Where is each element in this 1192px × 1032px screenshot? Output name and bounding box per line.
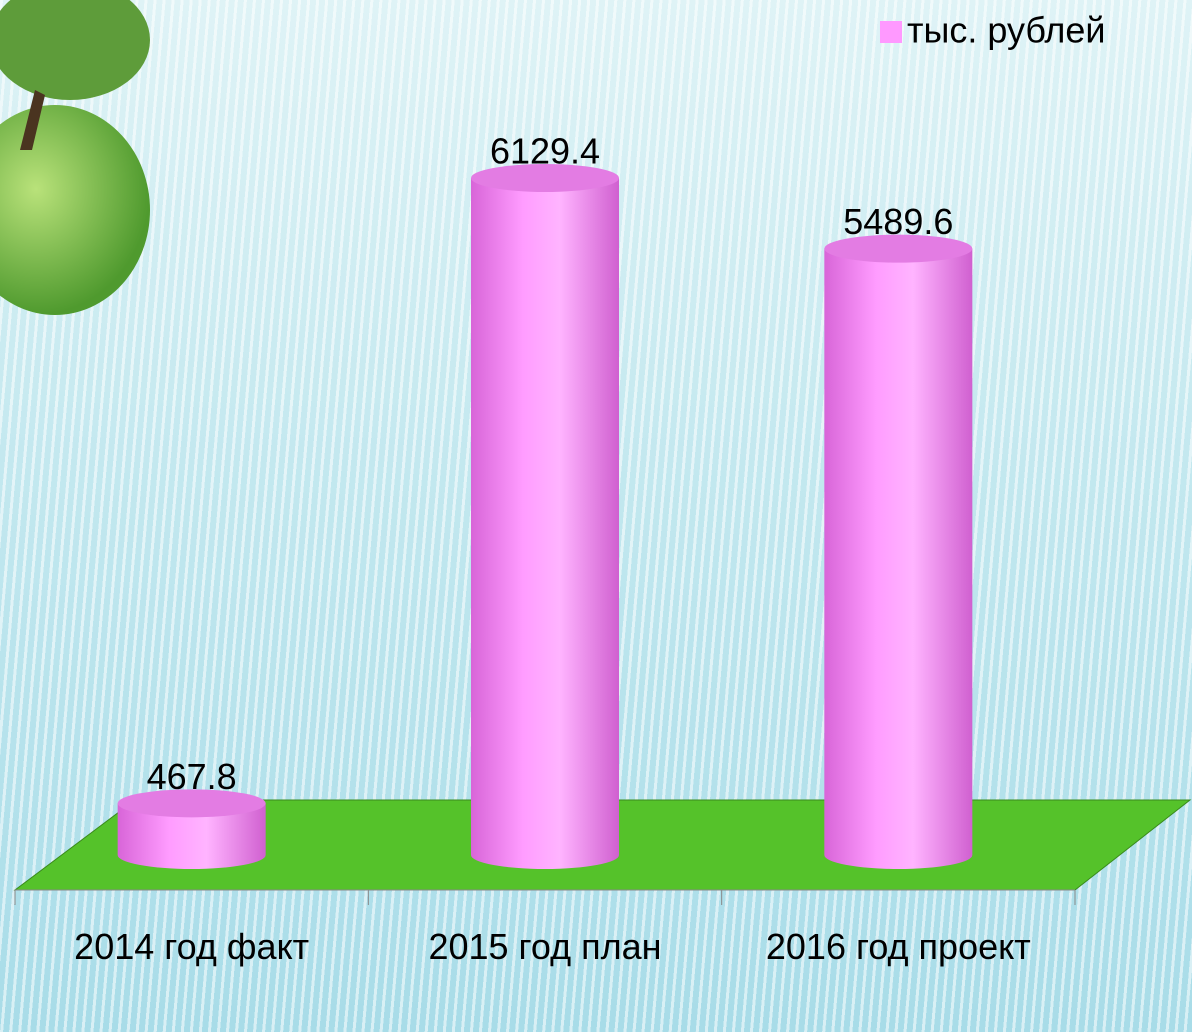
legend-swatch — [880, 21, 902, 43]
data-label: 5489.6 — [843, 201, 953, 242]
bar — [824, 248, 973, 869]
legend-label: тыс. рублей — [907, 10, 1106, 51]
tree-decoration — [0, 0, 150, 315]
bar-top — [824, 234, 973, 263]
bar-top — [471, 164, 619, 192]
bar-top — [117, 789, 266, 818]
x-tick-label: 2015 год план — [428, 926, 662, 967]
bar — [117, 803, 266, 869]
data-label: 6129.4 — [490, 131, 600, 172]
data-label: 467.8 — [147, 756, 237, 797]
bar — [471, 178, 619, 869]
x-tick-label: 2016 год проект — [765, 926, 1031, 967]
x-tick-label: 2014 год факт — [74, 926, 310, 967]
